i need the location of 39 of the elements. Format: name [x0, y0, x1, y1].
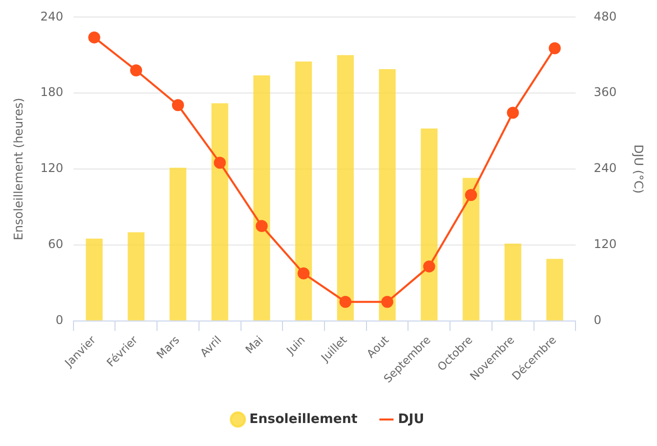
point: [506, 106, 519, 119]
point: [130, 64, 142, 76]
y2-tick-label: 480: [594, 9, 617, 24]
point: [214, 156, 226, 169]
point: [339, 296, 352, 308]
bar: [378, 69, 396, 320]
point: [298, 267, 310, 280]
bar: [420, 128, 438, 320]
x-tick-label: Mai: [243, 333, 266, 356]
bar: [86, 238, 103, 320]
y2-tick-label: 0: [594, 312, 602, 327]
y-tick-label: 60: [48, 237, 64, 252]
bar: [211, 103, 228, 320]
legend-label: DJU: [398, 412, 424, 427]
point: [172, 99, 184, 112]
bar: [253, 75, 270, 320]
point: [381, 296, 394, 308]
bar: [462, 178, 480, 320]
y-tick-label: 0: [56, 312, 64, 327]
y2-tick-label: 120: [594, 237, 617, 252]
point: [548, 42, 561, 54]
point: [88, 31, 100, 44]
y-tick-label: 120: [40, 161, 64, 176]
bar: [170, 168, 186, 320]
bar: [546, 258, 564, 320]
legend-label: Ensoleillement: [249, 412, 358, 427]
bar: [295, 61, 312, 320]
y-tick-label: 180: [40, 85, 64, 100]
y2-axis-title: DJU (°C): [632, 144, 646, 194]
point: [256, 220, 268, 232]
bar: [128, 232, 144, 320]
y2-tick-label: 360: [594, 85, 617, 100]
point: [465, 188, 478, 201]
y-axis-title: Ensoleillement (heures): [11, 98, 26, 240]
y2-tick-label: 240: [594, 161, 617, 176]
bar: [337, 55, 354, 320]
point: [423, 260, 436, 272]
y-tick-label: 240: [40, 9, 64, 24]
bar: [504, 244, 522, 320]
